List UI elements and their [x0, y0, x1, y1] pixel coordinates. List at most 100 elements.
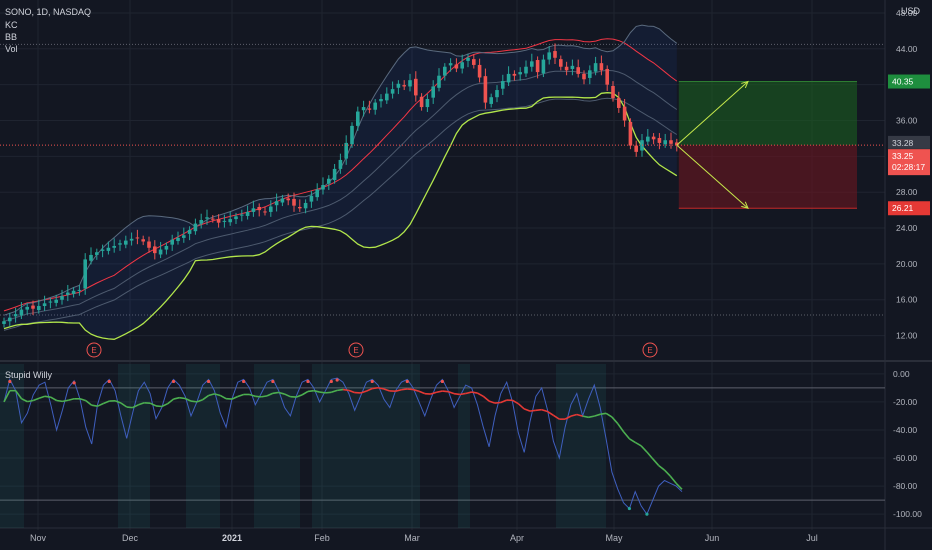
- candle-body[interactable]: [309, 195, 314, 202]
- candle-body[interactable]: [112, 245, 116, 248]
- candle-body[interactable]: [588, 70, 592, 78]
- candle-body[interactable]: [100, 249, 105, 251]
- candle-body[interactable]: [448, 63, 453, 66]
- candle-body[interactable]: [669, 140, 673, 144]
- candle-body[interactable]: [141, 239, 145, 242]
- candle-body[interactable]: [205, 217, 209, 219]
- candle-body[interactable]: [257, 206, 261, 211]
- candle-body[interactable]: [89, 254, 93, 261]
- candle-body[interactable]: [657, 137, 662, 143]
- candle-body[interactable]: [211, 218, 215, 220]
- candle-body[interactable]: [559, 59, 563, 67]
- candle-body[interactable]: [193, 223, 198, 232]
- candle-body[interactable]: [379, 98, 383, 102]
- candle-body[interactable]: [466, 57, 470, 61]
- candle-body[interactable]: [356, 111, 360, 126]
- candle-body[interactable]: [535, 60, 540, 73]
- candle-body[interactable]: [199, 219, 203, 224]
- candle-body[interactable]: [263, 211, 267, 213]
- candle-body[interactable]: [396, 83, 401, 88]
- candle-body[interactable]: [472, 59, 476, 65]
- candle-body[interactable]: [280, 198, 285, 203]
- candle-body[interactable]: [541, 59, 546, 74]
- candle-body[interactable]: [245, 211, 250, 216]
- candle-body[interactable]: [147, 241, 151, 248]
- candle-body[interactable]: [634, 145, 638, 152]
- loss-zone[interactable]: [678, 145, 857, 209]
- indicator-bb-label[interactable]: BB: [5, 32, 17, 42]
- candle-body[interactable]: [19, 309, 24, 316]
- candle-body[interactable]: [164, 245, 169, 250]
- candle-body[interactable]: [83, 259, 87, 289]
- candle-body[interactable]: [361, 107, 366, 111]
- candle-body[interactable]: [553, 51, 557, 58]
- candle-body[interactable]: [547, 52, 551, 60]
- candle-body[interactable]: [483, 76, 488, 103]
- candle-body[interactable]: [13, 314, 18, 317]
- symbol-title[interactable]: SONO, 1D, NASDAQ: [5, 7, 91, 17]
- candle-body[interactable]: [216, 219, 221, 223]
- candle-body[interactable]: [454, 64, 459, 69]
- candle-body[interactable]: [54, 299, 58, 303]
- candle-body[interactable]: [344, 142, 348, 159]
- candle-body[interactable]: [582, 73, 586, 80]
- candle-body[interactable]: [251, 208, 256, 212]
- earnings-marker-icon[interactable]: [348, 342, 364, 358]
- candle-body[interactable]: [530, 61, 534, 67]
- candle-body[interactable]: [599, 63, 604, 71]
- candle-body[interactable]: [564, 66, 569, 71]
- candle-body[interactable]: [176, 237, 180, 242]
- candle-body[interactable]: [42, 303, 47, 307]
- candle-body[interactable]: [443, 66, 447, 76]
- candle-body[interactable]: [501, 81, 505, 89]
- candle-body[interactable]: [106, 247, 111, 251]
- candle-body[interactable]: [222, 220, 227, 222]
- candle-body[interactable]: [460, 62, 464, 69]
- candle-body[interactable]: [390, 89, 395, 94]
- candle-body[interactable]: [129, 238, 134, 241]
- candle-body[interactable]: [622, 106, 627, 121]
- candle-body[interactable]: [182, 235, 186, 238]
- candle-body[interactable]: [48, 301, 53, 303]
- candle-body[interactable]: [25, 306, 29, 310]
- candle-body[interactable]: [431, 86, 435, 98]
- candle-body[interactable]: [31, 305, 35, 309]
- candle-body[interactable]: [332, 168, 337, 181]
- candle-body[interactable]: [292, 198, 296, 206]
- candle-body[interactable]: [153, 246, 157, 254]
- candle-body[interactable]: [269, 206, 273, 212]
- candle-body[interactable]: [60, 296, 64, 300]
- candle-body[interactable]: [274, 201, 279, 206]
- candle-body[interactable]: [646, 136, 650, 142]
- candle-body[interactable]: [298, 206, 302, 209]
- candle-body[interactable]: [495, 90, 499, 98]
- candle-body[interactable]: [95, 252, 99, 255]
- candle-body[interactable]: [66, 292, 70, 295]
- candle-body[interactable]: [37, 306, 41, 311]
- candle-body[interactable]: [437, 75, 441, 88]
- candle-body[interactable]: [576, 67, 580, 74]
- candle-body[interactable]: [187, 229, 192, 234]
- candle-body[interactable]: [570, 65, 575, 69]
- candle-body[interactable]: [605, 68, 609, 85]
- candle-body[interactable]: [651, 136, 656, 140]
- candle-body[interactable]: [402, 85, 406, 87]
- candle-body[interactable]: [367, 108, 372, 110]
- candle-body[interactable]: [327, 178, 331, 184]
- candle-body[interactable]: [419, 96, 424, 108]
- candle-body[interactable]: [408, 80, 412, 87]
- indicator-kc-label[interactable]: KC: [5, 20, 18, 30]
- profit-zone[interactable]: [678, 81, 857, 146]
- candle-body[interactable]: [286, 198, 290, 201]
- candle-body[interactable]: [158, 249, 163, 255]
- candle-body[interactable]: [350, 125, 354, 145]
- candle-body[interactable]: [506, 73, 511, 83]
- candle-body[interactable]: [663, 140, 667, 145]
- candle-body[interactable]: [489, 97, 493, 104]
- candle-body[interactable]: [321, 185, 325, 190]
- candle-body[interactable]: [338, 159, 343, 169]
- candle-body[interactable]: [611, 86, 615, 99]
- indicator-vol-label[interactable]: Vol: [5, 44, 18, 54]
- candle-body[interactable]: [135, 237, 140, 239]
